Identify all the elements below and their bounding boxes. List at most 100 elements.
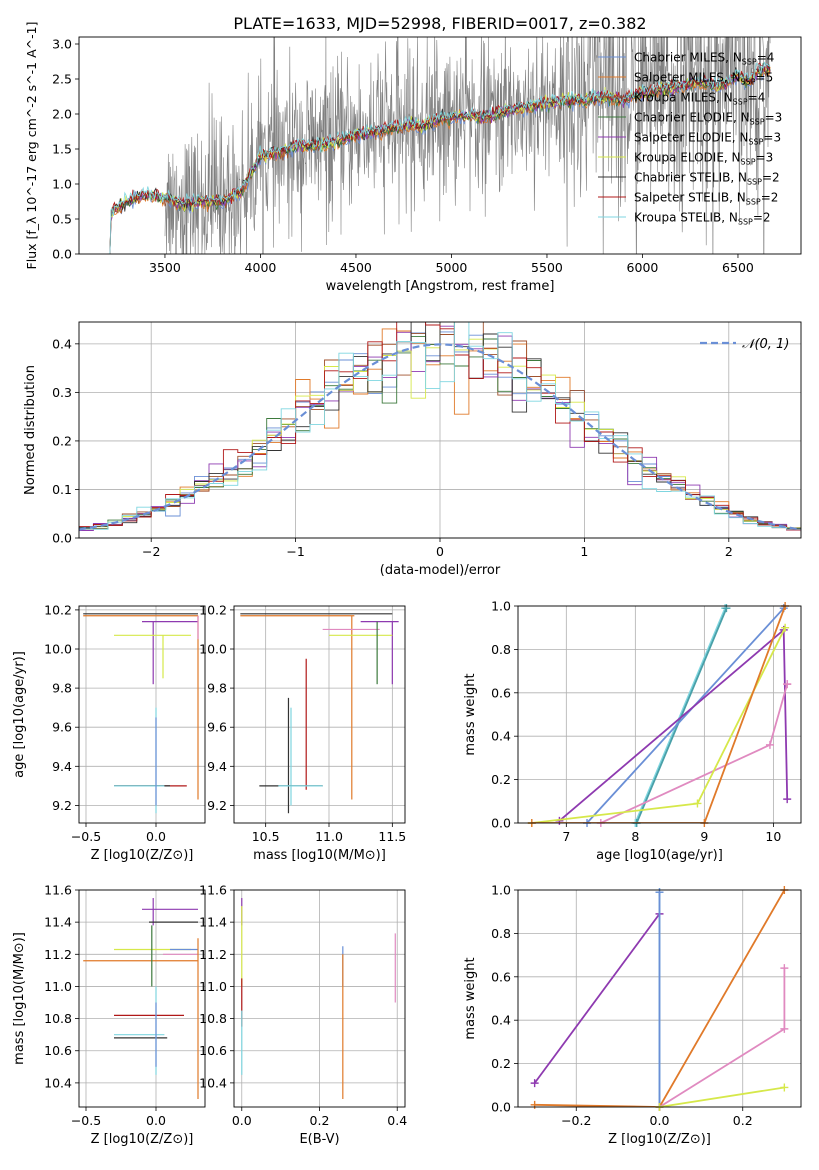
y-tick-label: 0.4 bbox=[491, 729, 511, 744]
x-tick-label: 9 bbox=[700, 829, 708, 844]
y-tick-label: 9.2 bbox=[207, 798, 227, 813]
y-tick-label: 0.0 bbox=[491, 816, 511, 831]
y-tick-label: 0.0 bbox=[52, 531, 72, 546]
x-tick-label: 8 bbox=[631, 829, 639, 844]
y-tick-label: 10.2 bbox=[44, 602, 72, 617]
weight-vs-age-panel: 7 8 9 10 0.0 0.2 0.4 0.6 0.8 1.0 age [log10(age/yr… bbox=[463, 599, 802, 863]
y-axis-label: Flux [f_λ 10^-17 erg cm^-2 s^-1 A^-1] bbox=[24, 22, 39, 270]
x-tick-label: 0.0 bbox=[146, 1113, 166, 1128]
y-tick-label: 11.4 bbox=[199, 915, 227, 930]
x-tick-label: 6500 bbox=[722, 260, 754, 275]
x-tick-label: 4000 bbox=[245, 260, 277, 275]
legend-entry: Kroupa STELIB, NSSP=2 bbox=[634, 211, 771, 227]
series-data-spectrum bbox=[164, 37, 771, 254]
x-tick-label: 4500 bbox=[340, 260, 372, 275]
weight-series bbox=[586, 607, 785, 823]
y-tick-label: 11.6 bbox=[199, 883, 227, 898]
y-tick-label: 1.5 bbox=[52, 142, 72, 157]
y-tick-label: 3.0 bbox=[52, 37, 72, 52]
x-axis-label: E(B-V) bbox=[299, 1132, 339, 1147]
legend-entry: Salpeter MILES, NSSP=5 bbox=[634, 71, 773, 87]
weight-series bbox=[558, 627, 789, 822]
y-tick-label: 0.3 bbox=[52, 385, 72, 400]
legend-entry: Chabrier MILES, NSSP=4 bbox=[634, 51, 774, 67]
y-tick-label: 10.4 bbox=[199, 1075, 227, 1090]
x-tick-label: −1 bbox=[286, 544, 304, 559]
x-tick-label: 3500 bbox=[149, 260, 181, 275]
x-axis-label: Z [log10(Z/Z⊙)] bbox=[91, 1132, 194, 1147]
x-tick-label: −0.2 bbox=[561, 1113, 591, 1128]
weight-point bbox=[781, 623, 790, 632]
x-tick-label: 6000 bbox=[627, 260, 659, 275]
x-axis-label: Z [log10(Z/Z⊙)] bbox=[608, 1132, 711, 1147]
y-tick-label: 11.0 bbox=[44, 979, 72, 994]
x-axis-label: age [log10(age/yr)] bbox=[596, 848, 723, 863]
axes-frame bbox=[78, 36, 802, 255]
histogram-8 bbox=[79, 322, 801, 532]
axes-frame bbox=[517, 889, 802, 1108]
x-tick-label: 0.4 bbox=[387, 1113, 407, 1128]
weight-point bbox=[783, 795, 792, 804]
series-model-8 bbox=[107, 61, 771, 254]
y-tick-label: 0.6 bbox=[491, 969, 511, 984]
y-tick-label: 11.0 bbox=[199, 979, 227, 994]
x-tick-label: 0.0 bbox=[146, 829, 166, 844]
axes-frame bbox=[78, 605, 206, 824]
legend-entry: Salpeter ELODIE, NSSP=3 bbox=[634, 131, 781, 147]
y-axis-label: Normed distribution bbox=[23, 365, 38, 495]
y-tick-label: 9.6 bbox=[52, 720, 72, 735]
axes-frame bbox=[78, 889, 206, 1108]
legend-entry: 𝒩(0, 1) bbox=[742, 337, 789, 352]
weight-point bbox=[530, 1079, 539, 1088]
y-tick-label: 9.2 bbox=[52, 798, 72, 813]
y-tick-label: 1.0 bbox=[52, 177, 72, 192]
weight-vs-z-panel: −0.2 0.0 0.2 0.0 0.2 0.4 0.6 0.8 1.0 Z [log10(Z/Z… bbox=[463, 883, 802, 1147]
x-axis-label: mass [log10(M/M⊙)] bbox=[253, 848, 386, 863]
y-tick-label: 9.8 bbox=[207, 681, 227, 696]
y-axis-label: mass weight bbox=[463, 957, 478, 1039]
weight-series bbox=[635, 607, 728, 823]
axes-frame bbox=[78, 321, 802, 539]
y-tick-label: 10.6 bbox=[44, 1043, 72, 1058]
weight-point bbox=[780, 964, 789, 973]
age-vs-z-panel: −0.5 0.0 9.2 9.4 9.6 9.8 10.0 10.2 Z [log10(Z/Z⊙… bbox=[12, 602, 206, 863]
x-tick-label: 5500 bbox=[531, 260, 563, 275]
weight-series bbox=[534, 890, 786, 1107]
axes-frame bbox=[233, 605, 406, 824]
mass-vs-ebv-panel: 0.0 0.2 0.4 10.4 10.6 10.8 11.0 11.2 11.4 11.6 E(B… bbox=[199, 883, 407, 1148]
weight-point bbox=[655, 888, 664, 897]
axes-frame bbox=[233, 889, 406, 1108]
y-axis-label: age [log10(age/yr)] bbox=[12, 651, 27, 778]
weight-series bbox=[634, 607, 726, 823]
x-tick-label: 0.2 bbox=[733, 1113, 753, 1128]
weight-series bbox=[531, 606, 786, 823]
y-tick-label: 0.2 bbox=[491, 1056, 511, 1071]
y-tick-label: 10.2 bbox=[199, 602, 227, 617]
y-tick-label: 0.1 bbox=[52, 482, 72, 497]
y-tick-label: 0.5 bbox=[52, 212, 72, 227]
y-tick-label: 11.6 bbox=[44, 883, 72, 898]
legend-entry: Salpeter STELIB, NSSP=2 bbox=[634, 191, 778, 207]
y-tick-label: 0.2 bbox=[52, 433, 72, 448]
x-tick-label: 10.5 bbox=[252, 829, 280, 844]
weight-point bbox=[783, 680, 792, 689]
y-tick-label: 0.6 bbox=[491, 685, 511, 700]
figure-title: PLATE=1633, MJD=52998, FIBERID=0017, z=0… bbox=[233, 14, 646, 33]
legend-entry: Chabrier ELODIE, NSSP=3 bbox=[634, 111, 782, 127]
x-tick-label: 10 bbox=[765, 829, 781, 844]
x-axis-label: wavelength [Angstrom, rest frame] bbox=[326, 279, 555, 294]
legend-entry: Kroupa MILES, NSSP=4 bbox=[634, 91, 765, 107]
spectrum-panel: 3500 4000 4500 5000 5500 6000 6500 0.0 0.5 1.0 1.5… bbox=[24, 22, 802, 294]
y-tick-label: 10.0 bbox=[44, 642, 72, 657]
x-tick-label: 2 bbox=[725, 544, 733, 559]
weight-point bbox=[722, 604, 731, 613]
x-axis-label: Z [log10(Z/Z⊙)] bbox=[91, 848, 194, 863]
weight-series bbox=[533, 913, 661, 1084]
x-tick-label: 11.0 bbox=[315, 829, 343, 844]
x-tick-label: −2 bbox=[142, 544, 160, 559]
y-tick-label: 9.8 bbox=[52, 681, 72, 696]
y-tick-label: 10.6 bbox=[199, 1043, 227, 1058]
y-tick-label: 1.0 bbox=[491, 599, 511, 614]
y-tick-label: 10.0 bbox=[199, 642, 227, 657]
